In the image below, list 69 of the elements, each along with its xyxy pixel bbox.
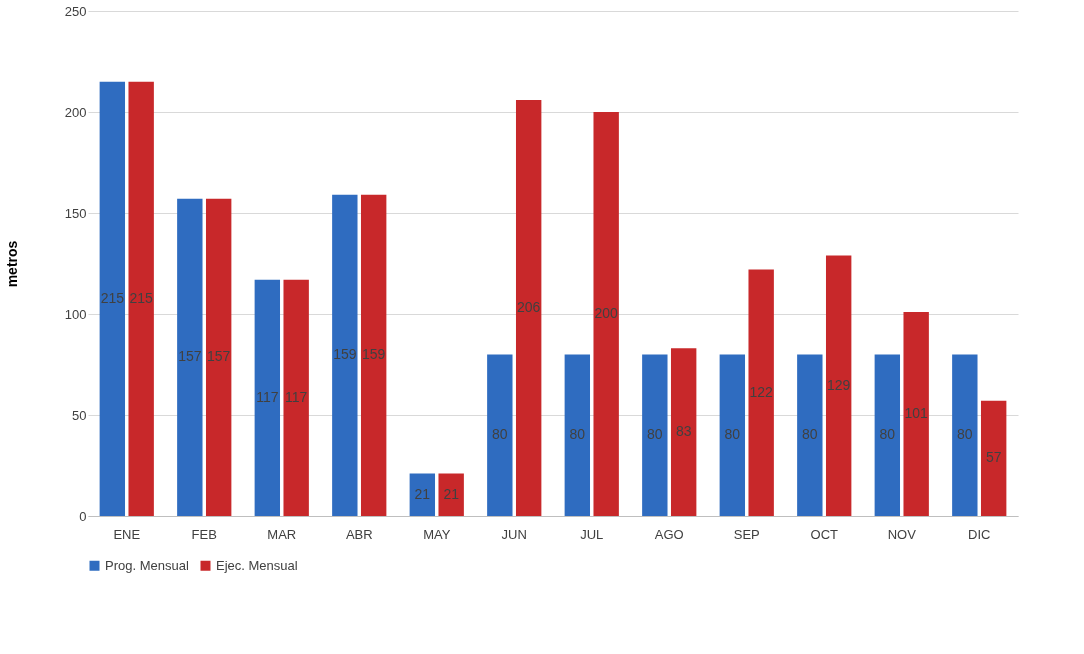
bar [360,194,387,516]
bar [952,354,978,516]
bar [642,354,668,516]
data-label: 21 [443,485,460,502]
bar [205,198,232,516]
y-tick-label: 0 [79,508,87,524]
data-label: 101 [904,404,929,421]
y-axis-title: metros [3,240,20,288]
data-label: 80 [724,426,741,443]
bar [903,311,929,516]
legend-label: Prog. Mensual [105,557,189,573]
y-tick-label: 100 [64,306,87,322]
bar [564,354,591,516]
bar [128,81,154,516]
bar [254,279,281,516]
data-label: 129 [827,376,851,393]
legend-label: Ejec. Mensual [216,557,298,573]
data-label: 200 [594,305,619,321]
x-tick-label: JUL [580,526,604,542]
bar [332,194,358,516]
data-label: 80 [957,426,973,443]
data-label: 157 [207,348,231,365]
x-tick-label: JUN [501,526,527,542]
bar [283,279,309,516]
x-tick-label: OCT [810,526,839,542]
x-tick-label: AGO [654,526,684,542]
bar [670,348,697,516]
data-label: 117 [256,388,279,405]
data-label: 80 [879,426,896,443]
data-label: 215 [129,289,154,306]
x-tick-label: NOV [887,526,917,542]
bar [438,473,464,516]
bar [874,354,901,516]
data-label: 159 [333,346,357,363]
bar [177,198,203,516]
x-tick-label: MAR [267,526,297,542]
data-label: 83 [675,423,692,440]
x-tick-label: FEB [191,526,217,542]
y-tick-label: 50 [72,407,87,423]
y-tick-label: 250 [64,3,87,19]
bar [825,255,852,516]
data-label: 117 [285,388,308,405]
bar [515,99,542,516]
bar [797,354,823,516]
x-tick-label: DIC [968,526,991,542]
data-label: 122 [749,383,774,400]
bar [409,473,436,516]
data-label: 80 [647,426,663,443]
x-tick-label: ENE [113,526,141,542]
data-label: 80 [802,426,818,443]
data-label: 157 [178,348,202,365]
data-label: 80 [569,426,586,443]
x-tick-label: MAY [423,526,451,542]
x-tick-label: SEP [733,526,760,542]
bar [748,269,774,516]
bar [487,354,513,516]
data-label: 206 [517,298,541,315]
bar [99,81,126,516]
y-tick-label: 150 [64,205,87,221]
y-tick-label: 200 [64,104,87,120]
data-label: 215 [100,289,125,306]
data-label: 21 [414,485,431,502]
x-tick-label: ABR [345,526,373,542]
data-label: 57 [985,449,1002,466]
bar [719,354,746,516]
bar [980,400,1007,516]
data-label: 80 [492,426,508,443]
bar [593,112,619,516]
data-label: 159 [362,346,386,363]
